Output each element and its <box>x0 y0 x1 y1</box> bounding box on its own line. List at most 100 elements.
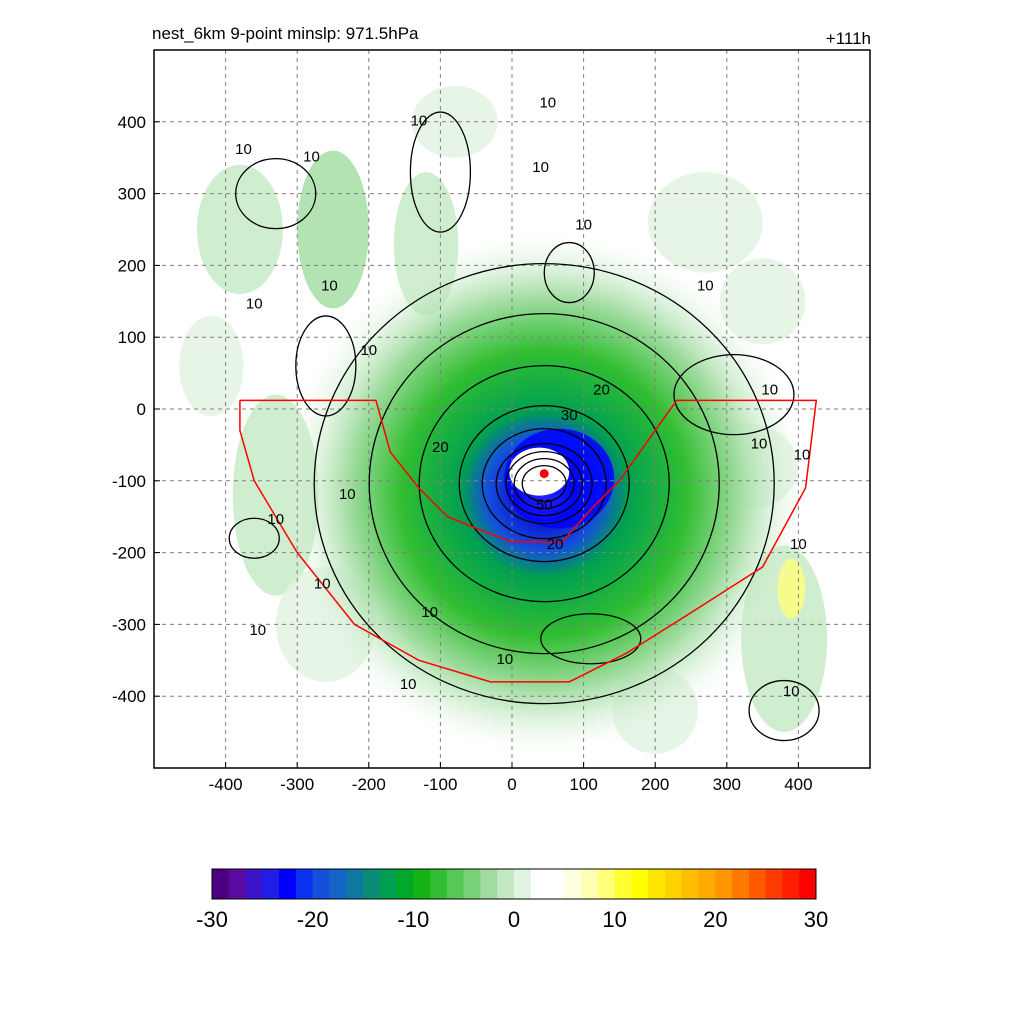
contour-label: 10 <box>539 94 556 111</box>
contour-label: 10 <box>761 382 778 399</box>
contour-ring <box>368 312 720 655</box>
y-tick-label: -100 <box>112 472 146 491</box>
contour-label: 10 <box>575 217 592 234</box>
contour-label: 20 <box>547 536 564 553</box>
colorbar-swatch <box>346 869 364 899</box>
colorbar-swatch <box>514 869 532 899</box>
x-tick-label: 200 <box>641 775 669 794</box>
colorbar-tick-label: 20 <box>703 907 727 932</box>
colorbar-swatch <box>681 869 700 899</box>
colorbar-swatch <box>463 869 481 899</box>
contour-label: 50 <box>536 497 553 514</box>
contour-label: 10 <box>314 576 331 593</box>
y-tick-label: 200 <box>118 256 146 275</box>
contour-label: 10 <box>303 148 320 165</box>
colorbar-swatch <box>279 869 297 899</box>
y-tick-label: 100 <box>118 328 146 347</box>
colorbar-swatch <box>295 869 314 899</box>
colorbar-swatch <box>262 869 280 899</box>
x-axis-ticks: -400 -300 -200 -100 0 100 200 300 400 <box>209 762 813 794</box>
field-blob <box>719 258 806 345</box>
colorbar-tick-label: -10 <box>397 907 429 932</box>
contour-line <box>673 353 795 436</box>
colorbar-swatch <box>748 869 767 899</box>
colorbar-swatch <box>581 869 599 899</box>
field-blob <box>179 315 244 417</box>
contour-ring <box>458 404 630 563</box>
contour-line <box>228 517 280 559</box>
x-tick-label: 100 <box>569 775 597 794</box>
contour-label: 10 <box>246 295 263 312</box>
contour-label: 10 <box>697 278 714 295</box>
x-tick-label: 400 <box>784 775 812 794</box>
contour-label: 10 <box>790 536 807 553</box>
contour-label: 10 <box>249 622 266 639</box>
colorbar-swatch <box>799 869 817 899</box>
center-marker <box>539 469 549 479</box>
colorbar-tick-label: -30 <box>196 907 228 932</box>
y-tick-label: -400 <box>112 687 146 706</box>
colorbar-swatch <box>396 869 414 899</box>
contour-label: 10 <box>751 435 768 452</box>
contour-label: 10 <box>321 278 338 295</box>
contour-line <box>295 315 357 417</box>
colorbar-swatch <box>480 869 498 899</box>
contour-label: 10 <box>496 651 513 668</box>
contour-label: 10 <box>235 141 252 158</box>
colorbar-swatch <box>329 869 347 899</box>
x-tick-label: -100 <box>423 775 457 794</box>
contour-label: 30 <box>561 407 578 424</box>
contour-line <box>543 241 595 304</box>
field-blob <box>411 85 498 158</box>
y-tick-label: -200 <box>112 544 146 563</box>
plot-area: 10 10 10 10 10 10 10 10 10 10 10 10 10 10 10 10 10 10 10 10… <box>154 50 870 768</box>
colorbar-swatch <box>765 869 783 899</box>
contour-label: 10 <box>794 446 811 463</box>
contour-label: 20 <box>432 439 449 456</box>
contour-label: 20 <box>593 382 610 399</box>
colorbar-swatch <box>497 869 515 899</box>
contour-label: 10 <box>400 676 417 693</box>
contour-label: 10 <box>783 683 800 700</box>
contour-line <box>540 613 642 665</box>
contour-line <box>409 111 472 233</box>
contour-line <box>748 679 820 742</box>
contour-label: 10 <box>532 159 549 176</box>
colorbar-swatch <box>530 869 549 899</box>
colorbar-swatch <box>446 869 465 899</box>
colorbar-swatch <box>245 869 263 899</box>
colorbar-swatch <box>413 869 431 899</box>
y-tick-label: 300 <box>118 185 146 204</box>
colorbar-tick-label: 0 <box>508 907 520 932</box>
contour-label: 10 <box>267 511 284 528</box>
contour-label: 10 <box>339 486 356 503</box>
contour-labels: 10 10 10 10 10 10 10 10 10 10 10 10 10 10 10 10 10 10 10 10… <box>235 94 810 700</box>
x-tick-label: 300 <box>713 775 741 794</box>
y-tick-label: 0 <box>137 400 146 419</box>
colorbar-swatch <box>782 869 800 899</box>
colorbar-swatch <box>564 869 582 899</box>
colorbar-swatch <box>312 869 330 899</box>
contour-line <box>235 157 317 230</box>
storm-center <box>539 469 549 479</box>
colorbar-swatches <box>212 869 817 899</box>
forecast-hour-label: +111h <box>826 29 871 48</box>
field-blob <box>648 172 763 273</box>
boundary-line <box>239 399 818 683</box>
colorbar-swatch <box>732 869 750 899</box>
chart-title: nest_6km 9-point minslp: 971.5hPa <box>152 24 419 43</box>
y-tick-label: -300 <box>112 615 146 634</box>
colorbar-swatch <box>597 869 616 899</box>
colorbar-tick-label: 30 <box>804 907 828 932</box>
contour-label: 10 <box>411 112 428 129</box>
contour-ring <box>313 262 775 705</box>
colorbar-swatch <box>648 869 666 899</box>
colorbar: -30 -20 -10 0 10 20 30 <box>196 868 828 932</box>
colorbar-labels: -30 -20 -10 0 10 20 30 <box>196 907 828 932</box>
colorbar-swatch <box>665 869 683 899</box>
x-tick-label: 0 <box>507 775 516 794</box>
contour-ring <box>481 427 607 540</box>
x-tick-label: -300 <box>280 775 314 794</box>
colorbar-swatch <box>631 869 649 899</box>
